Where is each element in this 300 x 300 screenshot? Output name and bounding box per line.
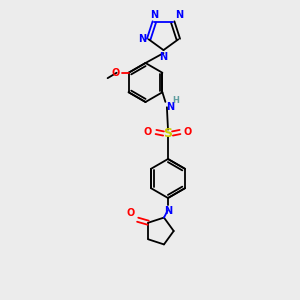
Text: N: N (164, 206, 172, 216)
Text: N: N (166, 102, 174, 112)
Text: N: N (159, 52, 168, 61)
Text: H: H (172, 96, 179, 105)
Text: O: O (126, 208, 135, 218)
Text: O: O (111, 68, 120, 78)
Text: O: O (184, 127, 192, 137)
Text: N: N (138, 34, 146, 44)
Text: N: N (175, 11, 183, 20)
Text: S: S (164, 127, 172, 140)
Text: O: O (144, 127, 152, 137)
Text: N: N (150, 11, 158, 20)
